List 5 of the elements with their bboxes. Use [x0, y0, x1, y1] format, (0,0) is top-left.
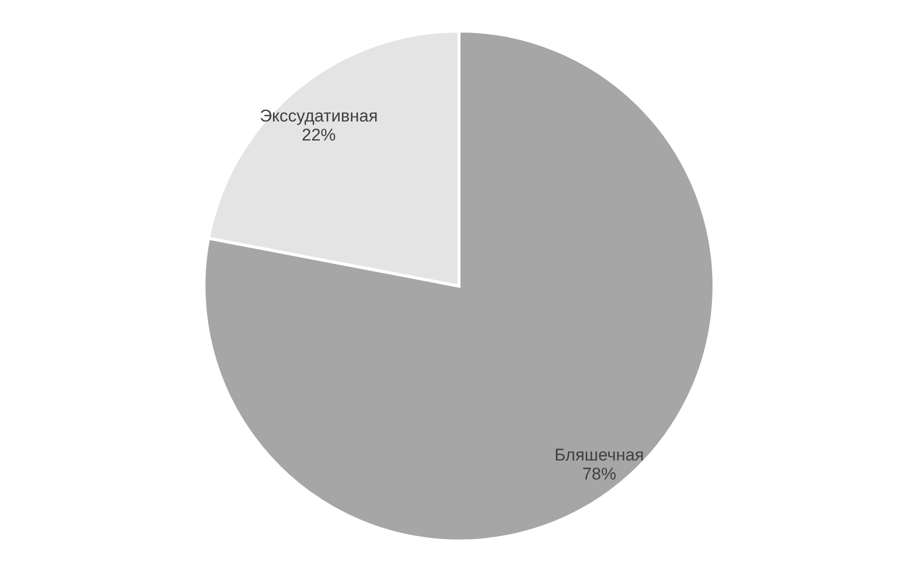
data-label: 22%: [302, 125, 336, 144]
data-label: 78%: [582, 464, 616, 484]
slice-label: Экссудативная: [260, 106, 378, 126]
pie-slice: [202, 30, 716, 542]
slice-label: Бляшечная: [554, 446, 644, 465]
